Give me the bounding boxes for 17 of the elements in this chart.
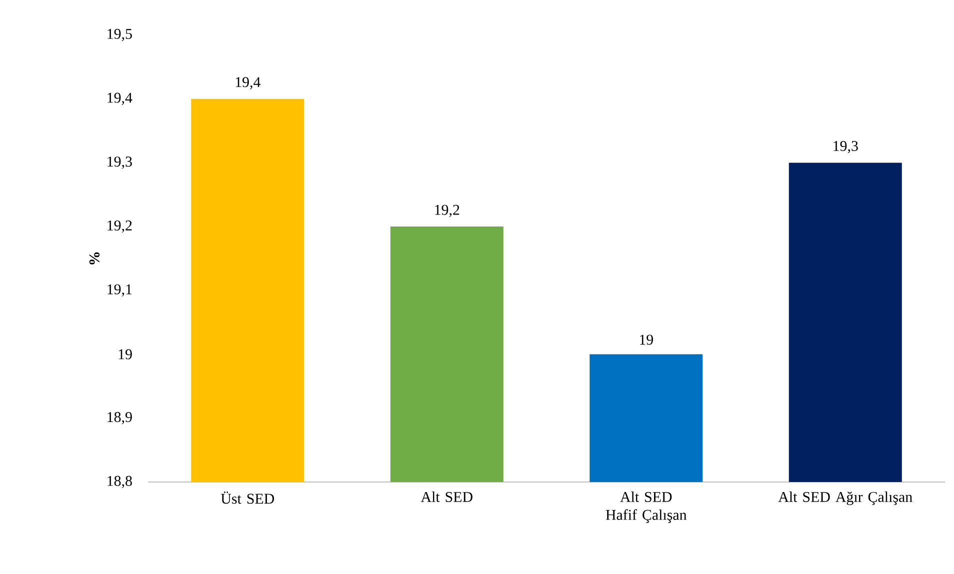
- y-tick-label: 18,8: [108, 476, 132, 488]
- data-label: 19,2: [435, 204, 460, 218]
- x-tick-label: Üst SED: [220, 492, 274, 504]
- x-tick-label: Alt SED Ağır Çalışan: [778, 492, 912, 506]
- data-label: 19,4: [236, 77, 260, 90]
- y-tick-label: 19,3: [108, 156, 132, 169]
- data-label: 19,3: [834, 140, 858, 154]
- y-tick-label: 18,9: [108, 412, 132, 424]
- y-tick-label: 19,1: [108, 284, 132, 297]
- y-axis-title: %: [89, 252, 100, 264]
- data-label: 19: [640, 334, 653, 345]
- y-tick-label: 19,2: [108, 220, 132, 233]
- x-tick-label: Alt SED Hafif Çalışan: [606, 492, 687, 523]
- y-tick-label: 19: [118, 349, 132, 360]
- y-tick-label: 19,5: [108, 28, 132, 42]
- x-tick-label: Alt SED: [420, 492, 472, 502]
- y-tick-label: 19,4: [108, 92, 132, 105]
